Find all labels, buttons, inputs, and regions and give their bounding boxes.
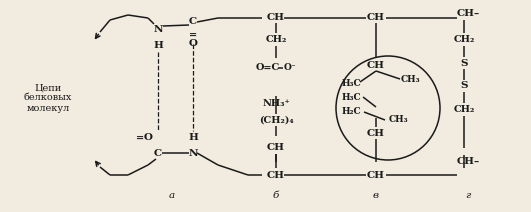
Text: =: = [136, 134, 144, 142]
Text: а: а [169, 191, 175, 201]
Text: CH: CH [267, 170, 285, 180]
Text: O: O [143, 134, 152, 142]
Text: C: C [154, 148, 162, 158]
Text: CH₃: CH₃ [388, 116, 408, 124]
Text: г: г [465, 191, 470, 201]
Text: (CH₂)₄: (CH₂)₄ [259, 116, 293, 124]
Text: б: б [273, 191, 279, 201]
Text: NH₃⁺: NH₃⁺ [262, 99, 290, 107]
Text: N: N [153, 25, 162, 35]
Text: S: S [460, 81, 468, 91]
Text: в: в [373, 191, 379, 201]
Text: H: H [188, 134, 198, 142]
Text: Цепи
белковых
молекул: Цепи белковых молекул [24, 83, 72, 113]
Text: =: = [189, 31, 197, 39]
Text: CH₂: CH₂ [453, 106, 475, 114]
Text: CH: CH [367, 128, 385, 138]
Text: CH: CH [367, 170, 385, 180]
Text: H: H [153, 40, 163, 49]
Text: H₃C: H₃C [341, 92, 361, 102]
Text: S: S [460, 59, 468, 67]
Text: CH₂: CH₂ [453, 35, 475, 45]
Text: H₂C: H₂C [341, 107, 361, 117]
Text: C: C [189, 18, 197, 26]
Text: CH–: CH– [457, 158, 479, 166]
Text: O⁻: O⁻ [284, 63, 296, 71]
Text: H₃C: H₃C [341, 80, 361, 88]
Text: N: N [189, 148, 198, 158]
Text: CH₂: CH₂ [266, 35, 287, 45]
Text: CH₃: CH₃ [400, 75, 420, 85]
Text: O=C: O=C [256, 64, 280, 73]
Text: O: O [189, 39, 198, 49]
Text: CH: CH [267, 144, 285, 152]
Text: CH–: CH– [457, 10, 479, 18]
Text: CH: CH [367, 60, 385, 70]
Text: CH: CH [367, 14, 385, 22]
Text: CH: CH [267, 14, 285, 22]
